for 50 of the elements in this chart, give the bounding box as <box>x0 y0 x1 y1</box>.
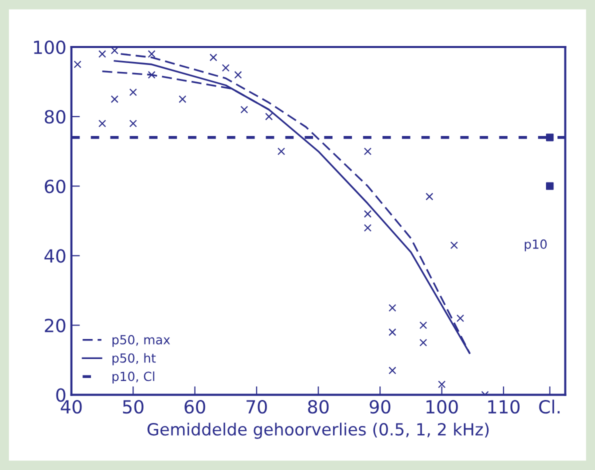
x-axis-title: Gemiddelde gehoorverlies (0.5, 1, 2 kHz) <box>148 422 489 439</box>
point <box>148 50 156 58</box>
point <box>438 380 446 388</box>
point <box>388 304 396 312</box>
point <box>388 328 396 336</box>
y-tick-label: 60 <box>44 180 66 194</box>
point <box>98 50 106 58</box>
point <box>456 314 464 322</box>
x-tick-label: Cl. <box>539 400 560 414</box>
point <box>129 88 137 96</box>
x-tick-label: 90 <box>370 400 390 414</box>
y-tick-label: 100 <box>34 40 66 54</box>
x-tick-label: 50 <box>123 400 144 414</box>
legend-label: p50, max <box>112 334 170 347</box>
y-tick-label: 0 <box>56 388 66 402</box>
point <box>234 71 242 79</box>
point <box>419 338 428 346</box>
point <box>129 120 137 128</box>
point <box>546 182 554 190</box>
point <box>450 241 458 250</box>
point <box>74 60 82 68</box>
point <box>148 71 156 79</box>
x-tick-label: 70 <box>246 400 267 414</box>
point <box>364 210 372 218</box>
annotation: p10 <box>524 239 547 252</box>
x-tick-label: 100 <box>426 400 458 414</box>
point <box>388 366 396 374</box>
point <box>426 192 434 200</box>
y-tick-label: 40 <box>44 249 66 263</box>
point <box>222 64 230 72</box>
y-tick-label: 80 <box>44 110 66 124</box>
legend-label: p50, ht <box>112 353 156 366</box>
x-tick-label: 110 <box>488 400 520 414</box>
point <box>546 134 554 142</box>
point <box>110 47 118 54</box>
point <box>265 112 273 120</box>
point <box>210 54 218 62</box>
y-tick-label: 20 <box>44 318 66 332</box>
point <box>98 120 106 128</box>
point <box>178 95 186 103</box>
point <box>277 148 286 156</box>
x-tick-label: 40 <box>60 400 82 414</box>
point <box>364 224 372 232</box>
legend-label: p10, Cl <box>112 371 154 384</box>
point <box>364 148 372 156</box>
x-tick-label: 80 <box>308 400 329 414</box>
point <box>110 95 118 103</box>
point <box>240 106 248 114</box>
x-tick-label: 60 <box>184 400 206 414</box>
point <box>419 321 428 330</box>
